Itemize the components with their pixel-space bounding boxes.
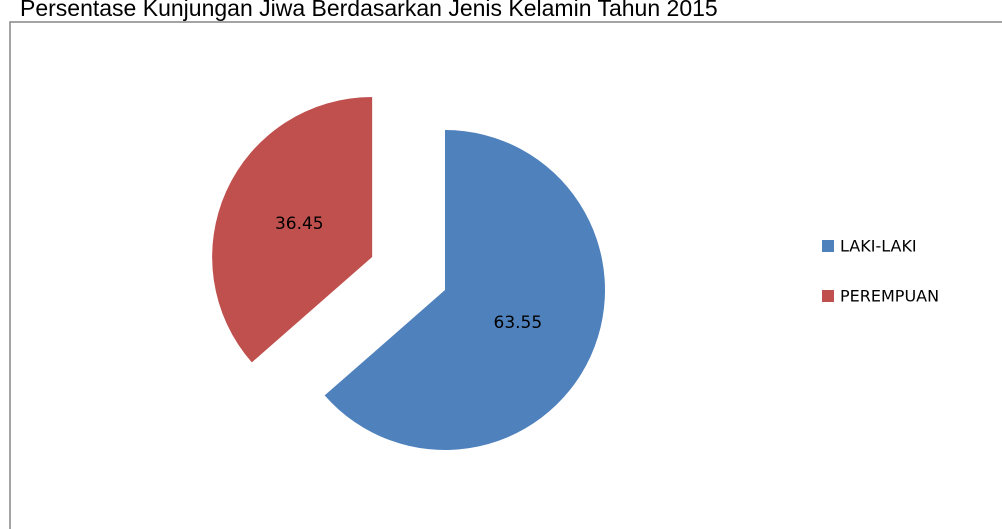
legend-label: PEREMPUAN xyxy=(840,287,939,306)
pie-slice xyxy=(324,130,605,450)
legend-label: LAKI-LAKI xyxy=(840,237,917,256)
pie-slice xyxy=(212,96,373,363)
legend-swatch xyxy=(822,240,834,252)
data-label: 63.55 xyxy=(494,313,543,333)
legend-swatch xyxy=(822,290,834,302)
data-label: 36.45 xyxy=(275,214,324,234)
chart-title: Persentase Kunjungan Jiwa Berdasarkan Je… xyxy=(20,0,718,21)
